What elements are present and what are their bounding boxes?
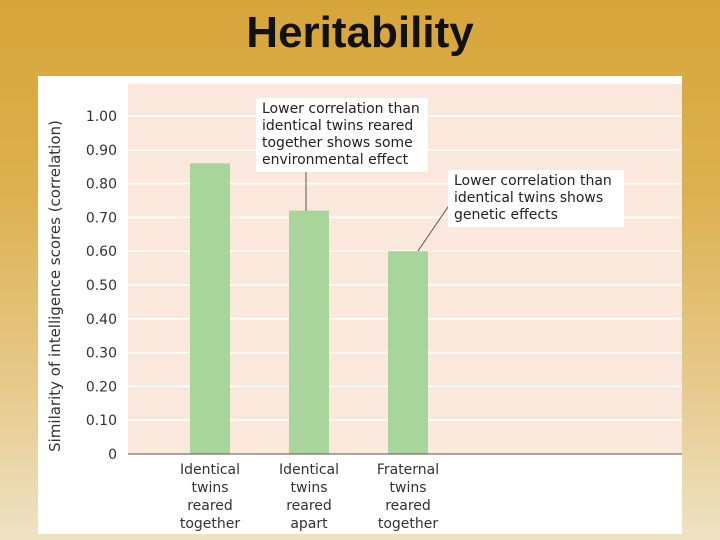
bar <box>289 210 329 454</box>
x-tick-label: Fraternal twins reared together <box>377 462 439 532</box>
x-tick-label-line: together <box>378 516 439 532</box>
y-tick-label: 0.10 <box>86 413 117 429</box>
x-tick-label-line: Identical <box>279 462 339 478</box>
y-tick-labels: 0 0.10 0.20 0.30 0.40 0.50 0.60 0.70 0.80 0.90 1.0… <box>86 109 117 463</box>
x-tick-label-line: twins <box>192 480 229 496</box>
y-tick-label: 0 <box>108 447 117 463</box>
y-tick-label: 0.30 <box>86 346 117 362</box>
y-tick-label: 0.80 <box>86 177 117 193</box>
x-tick-label-line: reared <box>385 498 431 514</box>
y-tick-label: 0.70 <box>86 210 117 226</box>
y-tick-label: 0.90 <box>86 143 117 159</box>
x-tick-label-line: twins <box>390 480 427 496</box>
x-tick-label: Identical twins reared together <box>180 462 241 532</box>
x-tick-label-line: together <box>180 516 241 532</box>
x-tick-label: Identical twins reared apart <box>279 462 339 532</box>
bar <box>388 251 428 454</box>
y-tick-label: 1.00 <box>86 109 117 125</box>
y-axis-label: Similarity of intelligence scores (corre… <box>46 120 64 452</box>
bars <box>190 163 428 454</box>
annotation-environmental-effect: Lower correlation than identical twins r… <box>256 98 428 172</box>
annotation-2-leader <box>417 203 451 252</box>
x-tick-label-line: reared <box>286 498 332 514</box>
slide-title: Heritability <box>246 8 474 57</box>
x-tick-label-line: twins <box>291 480 328 496</box>
x-tick-label-line: Identical <box>180 462 240 478</box>
x-tick-label-line: Fraternal <box>377 462 439 478</box>
y-tick-label: 0.20 <box>86 379 117 395</box>
x-tick-labels: Identical twins reared together Identical twi… <box>180 462 439 532</box>
bar <box>190 163 230 454</box>
y-tick-label: 0.60 <box>86 244 117 260</box>
chart-figure: 0 0.10 0.20 0.30 0.40 0.50 0.60 0.70 0.80 0.90 1.0… <box>38 76 682 534</box>
annotation-genetic-effects: Lower correlation than identical twins s… <box>448 170 624 227</box>
x-tick-label-line: apart <box>290 516 328 532</box>
y-tick-label: 0.40 <box>86 312 117 328</box>
x-tick-label-line: reared <box>187 498 233 514</box>
y-tick-label: 0.50 <box>86 278 117 294</box>
